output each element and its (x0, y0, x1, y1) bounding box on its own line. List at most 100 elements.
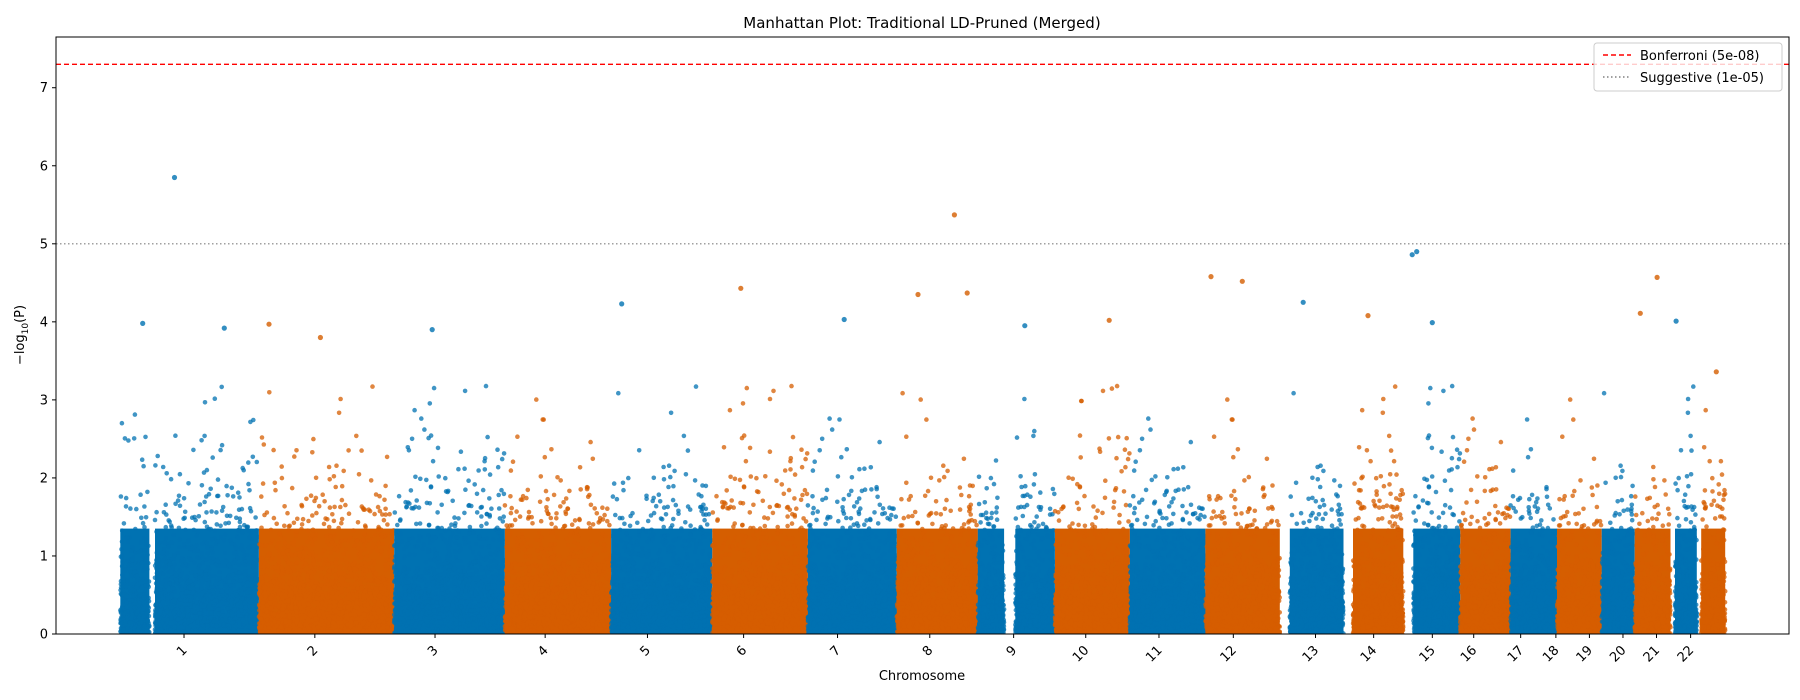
data-point (362, 613, 367, 618)
data-point (390, 538, 395, 543)
data-point (169, 605, 174, 610)
data-point (206, 556, 211, 561)
data-point (234, 516, 239, 521)
data-point (190, 546, 195, 551)
data-point (289, 590, 294, 595)
data-point (250, 598, 255, 603)
data-point (475, 492, 480, 497)
data-point (120, 421, 125, 426)
data-point (364, 568, 369, 573)
data-point (262, 513, 267, 518)
data-point (177, 601, 182, 606)
data-point (306, 602, 311, 607)
data-point (295, 618, 300, 623)
data-point (409, 488, 414, 493)
data-point (143, 435, 148, 440)
data-point (166, 595, 171, 600)
data-point (340, 484, 345, 489)
data-point (273, 565, 278, 570)
data-point (279, 572, 284, 577)
data-point (383, 507, 388, 512)
data-point (184, 590, 189, 595)
data-point (143, 605, 148, 610)
data-point (267, 552, 272, 557)
data-point (202, 434, 207, 439)
data-point (271, 556, 276, 561)
data-point (119, 494, 124, 499)
data-point (332, 505, 337, 510)
data-point (142, 536, 147, 541)
data-point (370, 545, 375, 550)
data-point (293, 590, 298, 595)
data-point (122, 521, 127, 526)
data-point (332, 600, 337, 605)
data-point (336, 631, 341, 636)
data-point (139, 516, 144, 521)
data-point (338, 397, 343, 402)
data-point (120, 539, 125, 544)
data-point (210, 455, 215, 460)
data-point (204, 594, 209, 599)
data-point (369, 549, 374, 554)
data-point (208, 615, 213, 620)
data-point (348, 624, 353, 629)
data-point (362, 543, 367, 548)
chromosome-1-points (118, 385, 261, 637)
data-point (317, 504, 322, 509)
data-point (294, 448, 299, 453)
data-point (387, 512, 392, 517)
data-point (312, 499, 317, 504)
data-point (357, 611, 362, 616)
data-point (178, 504, 183, 509)
data-point (388, 552, 393, 557)
data-point (137, 601, 142, 606)
data-point (164, 536, 169, 541)
data-point (161, 465, 166, 470)
data-point (294, 533, 299, 538)
data-point (354, 576, 359, 581)
data-point (272, 516, 277, 521)
data-point (164, 525, 169, 530)
data-point (357, 472, 362, 477)
data-point (217, 570, 222, 575)
data-point (277, 531, 282, 536)
data-point (421, 542, 426, 547)
data-point (267, 625, 272, 630)
data-point (370, 384, 375, 389)
data-point (250, 573, 255, 578)
data-point (273, 488, 278, 493)
data-point (293, 552, 298, 557)
data-point (254, 460, 259, 465)
data-point (277, 554, 282, 559)
data-point (230, 611, 235, 616)
data-point (241, 548, 246, 553)
data-point (282, 536, 287, 541)
data-point (259, 617, 264, 622)
data-point (237, 495, 242, 500)
data-point (191, 609, 196, 614)
data-point (339, 624, 344, 629)
data-point (145, 490, 150, 495)
data-point (200, 551, 205, 556)
chromosome-3-points (392, 384, 507, 636)
data-point (232, 551, 237, 556)
data-point (199, 627, 204, 632)
data-point (171, 586, 176, 591)
data-point (285, 570, 290, 575)
data-point (300, 504, 305, 509)
data-point (450, 499, 455, 504)
data-point (220, 589, 225, 594)
data-point (299, 606, 304, 611)
data-point (246, 460, 251, 465)
data-point (383, 602, 388, 607)
data-point (161, 559, 166, 564)
data-point (261, 600, 266, 605)
data-point (245, 553, 250, 558)
data-point (376, 611, 381, 616)
data-point (214, 598, 219, 603)
data-point (282, 546, 287, 551)
data-point (219, 385, 224, 390)
data-point (358, 624, 363, 629)
data-point (186, 620, 191, 625)
data-point (185, 575, 190, 580)
